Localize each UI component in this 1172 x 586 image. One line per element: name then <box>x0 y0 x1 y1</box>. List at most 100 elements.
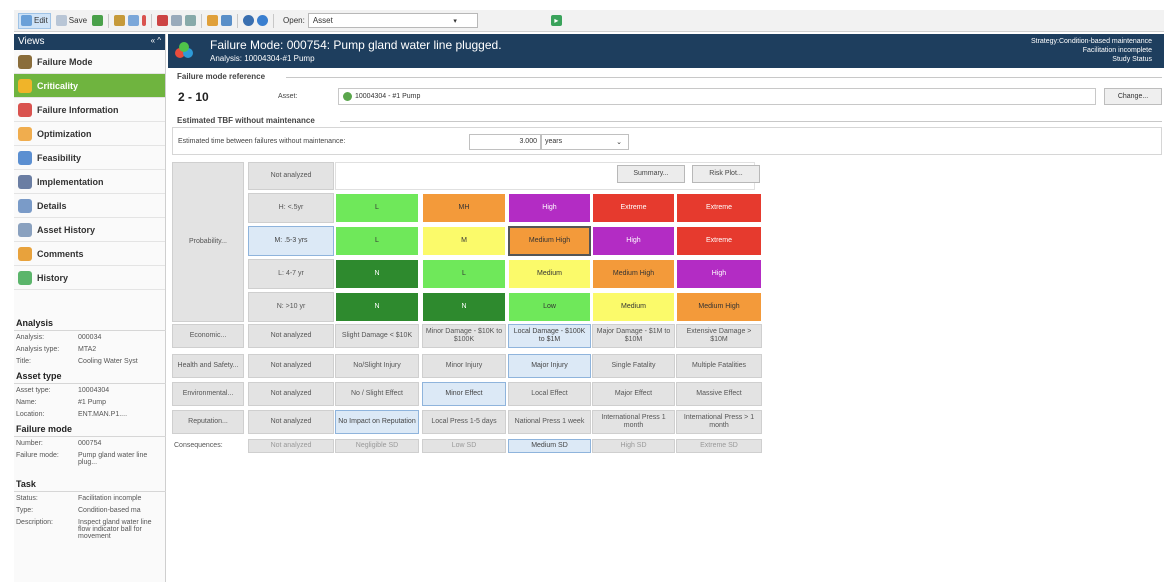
consequence-cell[interactable]: Minor Injury <box>422 354 506 378</box>
info-key: Status: <box>16 495 38 502</box>
toolbar-divider <box>108 13 110 28</box>
status-line: Study Status <box>1112 56 1152 63</box>
consequence-cell[interactable]: Slight Damage < $10K <box>335 324 419 348</box>
consequence-not-analyzed[interactable]: Not analyzed <box>248 324 334 348</box>
risk-cell[interactable]: Medium High <box>676 292 762 322</box>
consequence-cell[interactable]: Major Injury <box>508 354 591 378</box>
risk-cell[interactable]: High <box>508 193 591 223</box>
change-button[interactable]: Change... <box>1104 88 1162 105</box>
risk-cell[interactable]: N <box>335 292 419 322</box>
undo-icon[interactable] <box>128 15 140 26</box>
attach-icon[interactable] <box>207 15 219 26</box>
risk-cell[interactable]: Medium High <box>508 226 591 256</box>
risk-cell[interactable]: Extreme <box>592 193 675 223</box>
risk-cell[interactable]: High <box>592 226 675 256</box>
consequence-cell[interactable]: National Press 1 week <box>508 410 591 434</box>
risk-cell[interactable]: Medium <box>508 259 591 289</box>
consequence-cell[interactable]: No / Slight Effect <box>335 382 419 406</box>
sidebar-item-failure-mode[interactable]: Failure Mode <box>14 50 165 74</box>
tbf-section-title: Estimated TBF without maintenance <box>177 116 315 125</box>
consequence-cell[interactable]: Massive Effect <box>676 382 762 406</box>
risk-cell[interactable]: L <box>335 193 419 223</box>
save-button[interactable]: Save <box>54 13 89 29</box>
go-button[interactable]: ▸ <box>550 15 562 26</box>
consequence-not-analyzed[interactable]: Not analyzed <box>248 354 334 378</box>
help-icon[interactable] <box>257 15 269 26</box>
consequence-cell[interactable]: International Press 1 month <box>592 410 675 434</box>
consequence-cell[interactable]: Single Fatality <box>592 354 675 378</box>
open-select-value: Asset <box>312 16 333 25</box>
consequence-cell[interactable]: Minor Effect <box>422 382 506 406</box>
risk-cell[interactable]: N <box>422 292 506 322</box>
info-row: Status: Facilitation incomple <box>14 494 166 506</box>
consequence-cell[interactable]: Local Effect <box>508 382 591 406</box>
sidebar-item-implementation[interactable]: Implementation <box>14 170 165 194</box>
risk-cell[interactable]: Medium <box>592 292 675 322</box>
asset-field[interactable]: 10004304 - #1 Pump <box>338 88 1096 105</box>
consequence-cell[interactable]: Major Effect <box>592 382 675 406</box>
consequence-cell[interactable]: Extensive Damage > $10M <box>676 324 762 348</box>
risk-cell[interactable]: High <box>676 259 762 289</box>
globe-icon[interactable] <box>243 15 255 26</box>
edit-button[interactable]: Edit <box>18 12 51 29</box>
consequence-cell[interactable]: No/Slight Injury <box>335 354 419 378</box>
consequence-category-button[interactable]: Economic... <box>172 324 244 348</box>
probability-not-analyzed[interactable]: Not analyzed <box>248 162 334 190</box>
chevron-down-icon: ▾ <box>453 18 457 25</box>
consequence-category-button[interactable]: Reputation... <box>172 410 244 434</box>
tbf-value-input[interactable]: 3.000 <box>469 134 541 150</box>
sidebar-item-criticality[interactable]: Criticality <box>14 74 165 98</box>
risk-cell[interactable]: MH <box>422 193 506 223</box>
sidebar-item-comments[interactable]: Comments <box>14 242 165 266</box>
consequence-not-analyzed[interactable]: Not analyzed <box>248 382 334 406</box>
risk-cell[interactable]: M <box>422 226 506 256</box>
copy-icon[interactable] <box>171 15 183 26</box>
paste-icon[interactable] <box>185 15 197 26</box>
cut-icon[interactable] <box>157 15 169 26</box>
consequence-cell[interactable]: Local Press 1-5 days <box>422 410 506 434</box>
open-select[interactable]: Asset ▾ <box>307 13 478 28</box>
risk-cell[interactable]: Extreme <box>676 226 762 256</box>
info-value: 000754 <box>78 440 102 447</box>
consequence-cell[interactable]: Major Damage - $1M to $10M <box>592 324 675 348</box>
failure-information-icon <box>18 102 32 117</box>
delete-icon[interactable] <box>142 15 147 26</box>
tbf-unit-select[interactable]: years ⌄ <box>541 134 629 150</box>
risk-cell[interactable]: L <box>335 226 419 256</box>
info-row: Number: 000754 <box>14 439 166 451</box>
probability-button[interactable]: Probability... <box>172 162 244 322</box>
info-key: Number: <box>16 440 43 447</box>
sidebar-item-failure-information[interactable]: Failure Information <box>14 98 165 122</box>
user-icon[interactable] <box>114 15 126 26</box>
probability-row-0[interactable]: H: <.5yr <box>248 193 334 223</box>
probability-row-1[interactable]: M: .5-3 yrs <box>248 226 334 256</box>
risk-cell[interactable]: Medium High <box>592 259 675 289</box>
info-heading-analysis: Analysis <box>14 316 166 331</box>
risk-cell[interactable]: Low <box>508 292 591 322</box>
risk-cell[interactable]: Extreme <box>676 193 762 223</box>
risk-cell[interactable]: L <box>422 259 506 289</box>
consequence-cell[interactable]: Minor Damage - $10K to $100K <box>422 324 506 348</box>
probability-row-2[interactable]: L: 4-7 yr <box>248 259 334 289</box>
link-icon[interactable] <box>221 15 233 26</box>
consequence-category-button[interactable]: Environmental... <box>172 382 244 406</box>
summary-button[interactable]: Summary... <box>617 165 685 183</box>
sidebar-item-details[interactable]: Details <box>14 194 165 218</box>
views-controls[interactable]: « ^ <box>150 36 161 45</box>
sidebar-item-history[interactable]: History <box>14 266 165 290</box>
consequence-cell[interactable]: Local Damage - $100K to $1M <box>508 324 591 348</box>
probability-row-3[interactable]: N: >10 yr <box>248 292 334 322</box>
consequence-cell[interactable]: Multiple Fatalities <box>676 354 762 378</box>
info-value: ENT.MAN.P1.... <box>78 411 128 418</box>
risk-cell[interactable]: N <box>335 259 419 289</box>
sidebar-item-feasibility[interactable]: Feasibility <box>14 146 165 170</box>
risk-plot-button[interactable]: Risk Plot... <box>692 165 760 183</box>
sidebar: Views « ^ Failure Mode Criticality Failure… <box>14 34 166 582</box>
consequence-not-analyzed[interactable]: Not analyzed <box>248 410 334 434</box>
sidebar-item-optimization[interactable]: Optimization <box>14 122 165 146</box>
consequence-cell[interactable]: No Impact on Reputation <box>335 410 419 434</box>
sidebar-item-asset-history[interactable]: Asset History <box>14 218 165 242</box>
consequence-cell[interactable]: International Press > 1 month <box>676 410 762 434</box>
consequence-category-button[interactable]: Health and Safety... <box>172 354 244 378</box>
refresh-icon[interactable] <box>92 15 104 26</box>
